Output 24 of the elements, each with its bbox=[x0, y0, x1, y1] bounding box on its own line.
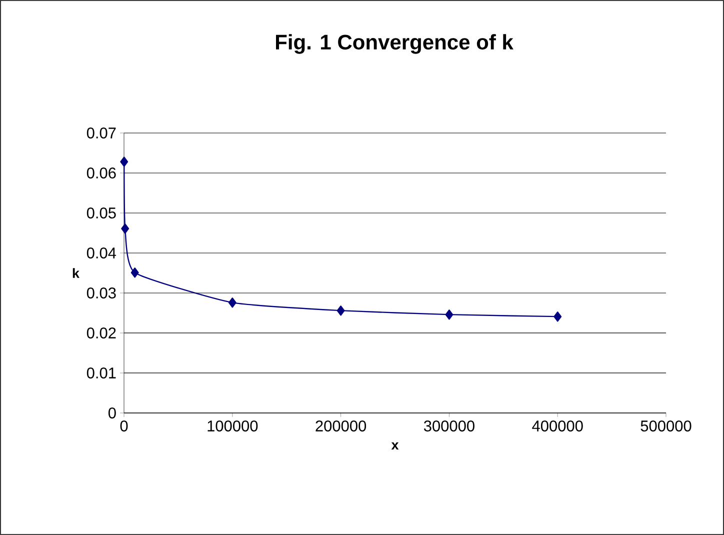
y-tick-label: 0 bbox=[108, 407, 116, 418]
x-axis-title: x bbox=[391, 442, 399, 450]
point bbox=[445, 309, 454, 320]
y-tick-label: 0.02 bbox=[86, 327, 116, 338]
point bbox=[228, 297, 236, 308]
y-tick-label: 0.06 bbox=[86, 168, 116, 178]
point bbox=[121, 223, 130, 234]
point bbox=[130, 267, 139, 278]
x-tick-label: 300000 bbox=[424, 420, 474, 432]
y-tick-label: 0.03 bbox=[86, 287, 116, 298]
x-tick-label: 100000 bbox=[208, 420, 258, 432]
x-tick-label: 200000 bbox=[316, 420, 366, 432]
y-tick-label: 0.04 bbox=[86, 247, 116, 258]
y-tick-label: 0.05 bbox=[86, 208, 116, 218]
point bbox=[120, 156, 128, 167]
point bbox=[336, 305, 345, 316]
y-tick-label: 0.07 bbox=[86, 128, 116, 138]
x-tick-label: 400000 bbox=[532, 420, 583, 432]
y-tick-label: 0.01 bbox=[86, 367, 116, 378]
x-tick-label: 500000 bbox=[640, 420, 692, 432]
x-tick-label: 0 bbox=[120, 420, 128, 432]
point bbox=[554, 311, 562, 322]
chart-title: Fig. 1 Convergence of k bbox=[276, 34, 514, 54]
y-axis-title: k bbox=[72, 268, 80, 278]
